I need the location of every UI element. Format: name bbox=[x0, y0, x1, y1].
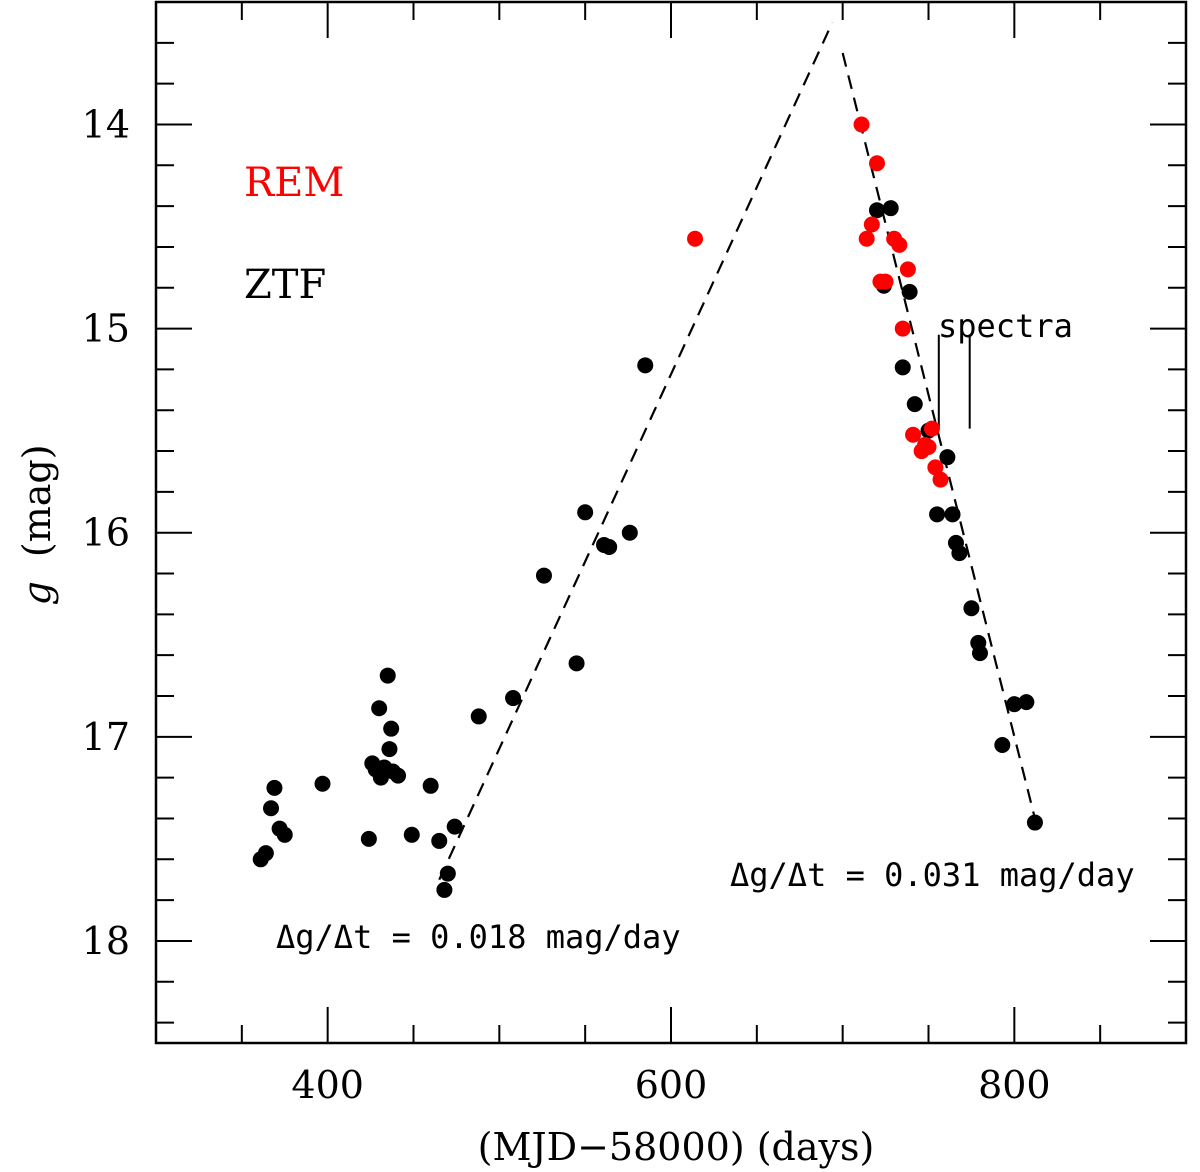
rem-data-point bbox=[927, 459, 944, 476]
ztf-data-point bbox=[972, 645, 988, 662]
rem-data-point bbox=[932, 471, 949, 488]
axis-ticks bbox=[156, 2, 1186, 1043]
ztf-data-point bbox=[446, 818, 463, 835]
ztf-data-point bbox=[944, 506, 961, 523]
fit-label-rise: Δg/Δt = 0.018 mag/day bbox=[276, 918, 681, 956]
ztf-data-point bbox=[963, 600, 980, 617]
ztf-data-point bbox=[381, 741, 398, 758]
ztf-data-point bbox=[266, 779, 283, 796]
y-tick-label: 14 bbox=[82, 102, 130, 146]
y-axis-unit: (mag) bbox=[15, 444, 59, 557]
legend-ztf-label: ZTF bbox=[244, 262, 326, 308]
ztf-data-point bbox=[994, 736, 1011, 753]
ztf-data-point bbox=[929, 506, 946, 523]
y-axis-title: g (mag) bbox=[15, 444, 59, 605]
rem-data-point bbox=[863, 216, 880, 233]
y-tick-label: 18 bbox=[82, 919, 130, 963]
y-tick-label: 15 bbox=[82, 307, 130, 351]
x-axis-title: (MJD−58000) (days) bbox=[478, 1125, 875, 1169]
fit-lines bbox=[438, 21, 1037, 881]
ztf-data-point bbox=[505, 690, 522, 707]
ztf-data-point bbox=[257, 845, 274, 862]
ztf-data-point bbox=[276, 826, 293, 843]
rem-data-point bbox=[687, 230, 704, 247]
rem-data-point bbox=[905, 426, 922, 443]
rem-data-point bbox=[894, 320, 911, 337]
ztf-data-point bbox=[939, 449, 956, 466]
ztf-data-point bbox=[637, 357, 654, 374]
x-tick-label: 800 bbox=[978, 1063, 1051, 1107]
rem-data-point bbox=[869, 155, 885, 172]
ztf-data-point bbox=[431, 832, 448, 849]
ztf-data-point bbox=[360, 830, 377, 847]
rem-data-point bbox=[853, 116, 870, 133]
data-points bbox=[252, 116, 1043, 898]
ztf-data-point bbox=[379, 667, 396, 684]
ztf-data-point bbox=[383, 720, 400, 737]
y-axis-symbol: g bbox=[15, 581, 59, 605]
x-tick-label: 600 bbox=[635, 1063, 708, 1107]
ztf-data-point bbox=[906, 396, 923, 413]
ztf-data-point bbox=[869, 202, 885, 219]
ztf-data-point bbox=[882, 200, 899, 217]
svg-text:g (mag): g (mag) bbox=[15, 444, 59, 605]
ztf-data-point bbox=[1018, 694, 1035, 711]
fit-line-rise bbox=[438, 21, 834, 881]
ztf-data-point bbox=[577, 504, 594, 521]
legend-rem-label: REM bbox=[244, 160, 344, 206]
spectra-markers bbox=[937, 334, 971, 429]
ztf-data-point bbox=[371, 700, 388, 717]
spectra-label: spectra bbox=[938, 307, 1073, 345]
rem-data-point bbox=[891, 236, 908, 253]
tick-labels: 400 600 800 14 15 16 17 18 bbox=[82, 102, 1051, 1107]
rem-data-point bbox=[858, 230, 875, 247]
rem-data-point bbox=[899, 261, 916, 278]
rem-data-point bbox=[920, 438, 937, 455]
legend: REM ZTF bbox=[244, 160, 344, 308]
ztf-data-point bbox=[601, 538, 618, 555]
ztf-data-point bbox=[568, 655, 585, 672]
ztf-data-point bbox=[263, 800, 280, 817]
ztf-data-point bbox=[403, 826, 420, 843]
y-tick-label: 17 bbox=[82, 715, 130, 759]
ztf-data-point bbox=[314, 775, 331, 792]
ztf-data-point bbox=[470, 708, 487, 725]
y-tick-label: 16 bbox=[82, 511, 130, 555]
ztf-data-point bbox=[390, 767, 407, 784]
ztf-data-point bbox=[901, 283, 918, 300]
x-tick-label: 400 bbox=[291, 1063, 364, 1107]
ztf-data-point bbox=[1006, 696, 1023, 713]
ztf-data-point bbox=[621, 524, 638, 541]
plot-frame bbox=[154, 0, 1188, 1045]
ztf-data-point bbox=[1026, 814, 1043, 831]
ztf-data-point bbox=[436, 881, 453, 898]
ztf-data-point bbox=[439, 865, 456, 882]
rem-data-point bbox=[923, 420, 940, 437]
ztf-data-point bbox=[951, 545, 968, 562]
fit-line-decline bbox=[841, 52, 1037, 819]
rem-data-point bbox=[877, 273, 894, 290]
ztf-data-point bbox=[894, 359, 911, 376]
ztf-data-point bbox=[535, 567, 552, 584]
fit-label-decline: Δg/Δt = 0.031 mag/day bbox=[730, 856, 1135, 894]
ztf-data-point bbox=[422, 777, 439, 794]
